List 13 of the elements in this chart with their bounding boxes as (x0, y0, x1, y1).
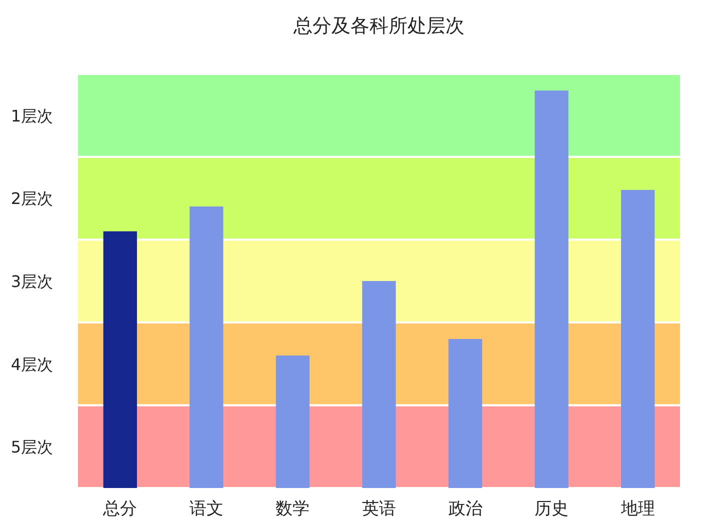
x-tick-label: 英语 (362, 499, 396, 519)
x-tick-label: 语文 (189, 499, 224, 519)
y-tick-label: 4层次 (10, 354, 54, 374)
y-tick-label: 5层次 (10, 438, 54, 457)
x-tick-label: 地理 (620, 499, 655, 519)
y-tick-label: 2层次 (10, 189, 54, 208)
x-tick-label: 历史 (534, 499, 569, 519)
y-tick-label: 1层次 (10, 106, 54, 126)
x-tick-label: 总分 (102, 499, 138, 519)
x-tick-label: 政治 (448, 499, 482, 519)
chart-title: 总分及各科所处层次 (292, 15, 464, 37)
y-tick-label: 3层次 (10, 272, 54, 291)
x-tick-label: 数学 (276, 499, 310, 519)
